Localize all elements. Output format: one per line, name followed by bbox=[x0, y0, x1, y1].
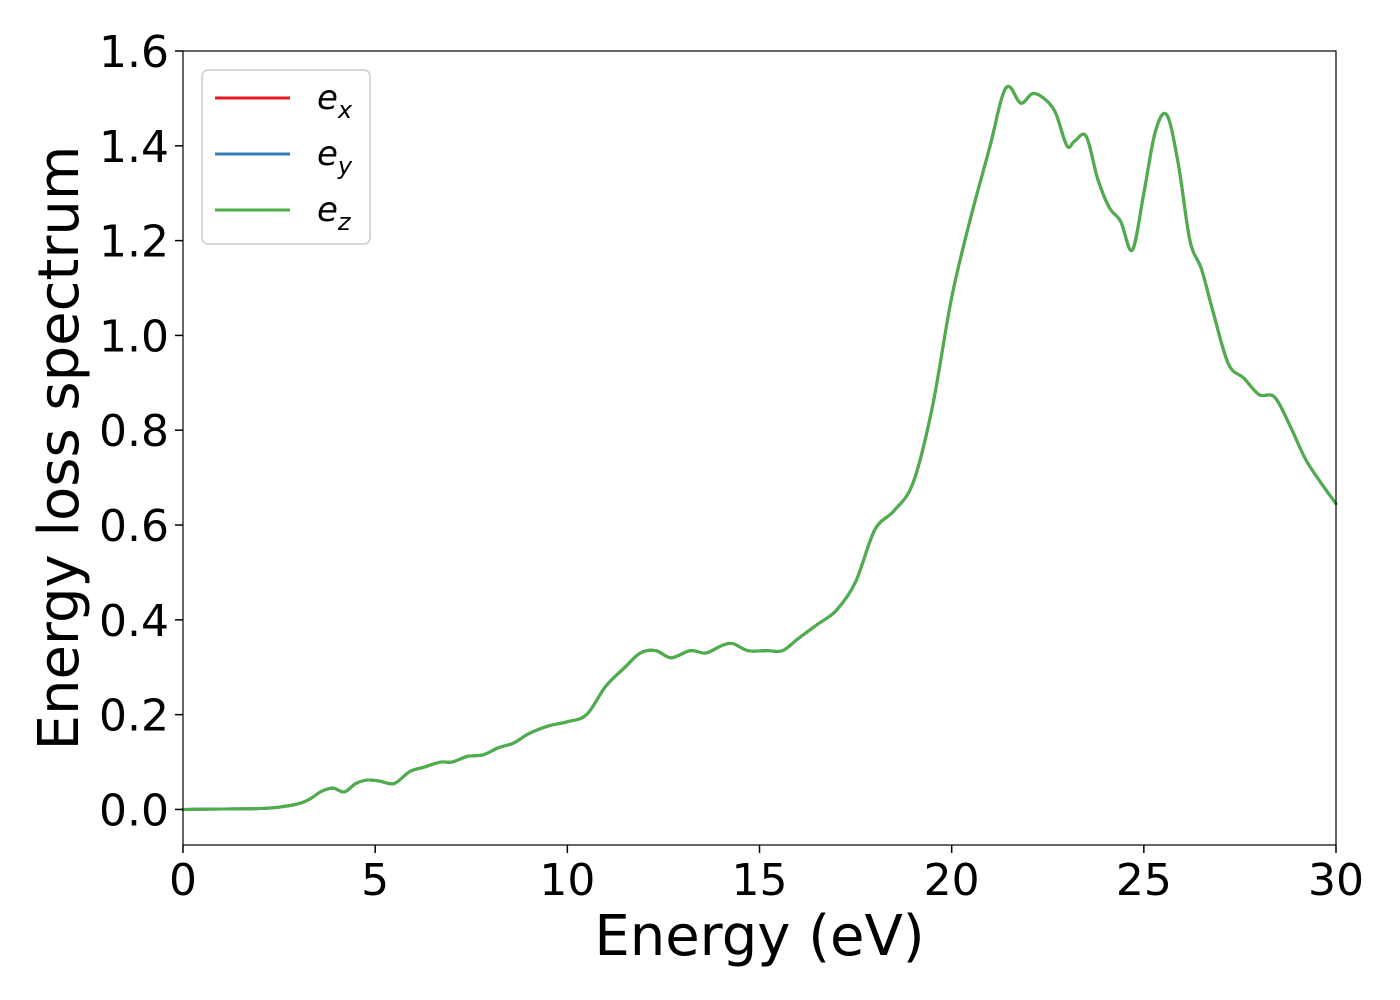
legend-label-base: e bbox=[317, 190, 338, 230]
x-tick-label: 30 bbox=[1308, 855, 1364, 906]
y-tick-label: 0.0 bbox=[99, 785, 169, 836]
y-tick-label: 0.2 bbox=[99, 691, 169, 742]
series-line-2 bbox=[181, 84, 1338, 811]
y-tick-label: 1.0 bbox=[99, 311, 169, 362]
plot-area bbox=[183, 51, 1336, 845]
y-axis-label: Energy loss spectrum bbox=[27, 146, 92, 751]
x-tick-label: 20 bbox=[924, 855, 980, 906]
legend-label-y: ey bbox=[317, 134, 353, 180]
y-tick-label: 1.2 bbox=[99, 217, 169, 268]
legend-label-base: e bbox=[317, 78, 338, 118]
x-tick-label: 25 bbox=[1116, 855, 1172, 906]
series-layer bbox=[181, 84, 1338, 811]
y-tick-label: 0.6 bbox=[99, 501, 169, 552]
y-tick-label: 0.4 bbox=[99, 596, 169, 647]
y-tick-label: 0.8 bbox=[99, 406, 169, 457]
x-tick-label: 5 bbox=[361, 855, 389, 906]
legend-box bbox=[201, 69, 371, 245]
legend-label-x: ex bbox=[317, 78, 353, 124]
legend-label-z: ez bbox=[317, 190, 352, 236]
y-axis: 0.0 0.2 0.4 0.6 0.8 1.0 1.2 1.4 1.6 bbox=[99, 27, 183, 836]
x-axis: 0 5 10 15 20 25 30 bbox=[169, 845, 1364, 906]
x-tick-label: 0 bbox=[169, 855, 197, 906]
legend-label-base: e bbox=[317, 134, 338, 174]
legend-label-subscript: y bbox=[337, 152, 353, 180]
y-tick-label: 1.4 bbox=[99, 122, 169, 173]
legend-label-subscript: x bbox=[337, 96, 353, 124]
x-tick-label: 10 bbox=[539, 855, 595, 906]
x-axis-label: Energy (eV) bbox=[594, 904, 924, 969]
x-tick-label: 15 bbox=[732, 855, 788, 906]
y-tick-label: 1.6 bbox=[99, 27, 169, 78]
legend-label-subscript: z bbox=[337, 208, 352, 236]
